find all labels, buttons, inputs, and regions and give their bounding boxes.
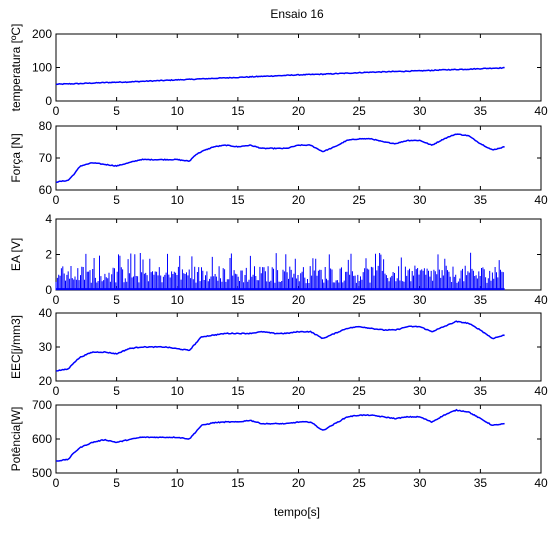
y-tick-label: 0 (45, 283, 52, 297)
subplot-5: 0 5 10 15 20 25 30 35 40 500 600 700 Potência[W] (9, 398, 548, 490)
subplot-2: 0 5 10 15 20 25 30 35 40 60 70 80 Força [N] (9, 119, 548, 207)
series-line (56, 408, 505, 462)
x-tick-label: 25 (352, 104, 366, 118)
x-tick-label: 40 (534, 476, 548, 490)
y-axis-label: EA [V] (9, 238, 23, 271)
x-tick-label: 20 (292, 384, 306, 398)
x-tick-label: 35 (474, 193, 488, 207)
x-tick-label: 5 (113, 193, 120, 207)
y-tick-label: 40 (39, 306, 53, 320)
x-tick-label: 20 (292, 193, 306, 207)
series-line (56, 133, 505, 183)
x-tick-label: 40 (534, 293, 548, 307)
y-axis-label: temperatura [ºC] (9, 24, 23, 112)
y-tick-label: 500 (32, 466, 52, 480)
x-tick-label: 5 (113, 476, 120, 490)
x-tick-label: 10 (171, 193, 185, 207)
y-tick-label: 2 (45, 248, 52, 262)
y-tick-label: 80 (39, 119, 53, 133)
x-axis-label: tempo[s] (274, 505, 320, 519)
x-tick-label: 10 (171, 104, 185, 118)
x-tick-label: 15 (231, 104, 245, 118)
subplot-4: 0 5 10 15 20 25 30 35 40 20 30 40 EEC[j/mm3] (9, 306, 548, 398)
signal-spikes (55, 252, 504, 290)
x-tick-label: 30 (413, 193, 427, 207)
x-tick-label: 15 (231, 384, 245, 398)
x-tick-label: 0 (53, 193, 60, 207)
y-tick-label: 0 (45, 94, 52, 108)
x-tick-label: 0 (53, 476, 60, 490)
x-tick-label: 20 (292, 104, 306, 118)
x-tick-label: 25 (352, 293, 366, 307)
y-tick-label: 20 (39, 374, 53, 388)
x-tick-label: 30 (413, 104, 427, 118)
series-line (55, 66, 505, 86)
x-tick-label: 5 (113, 104, 120, 118)
x-tick-label: 30 (413, 293, 427, 307)
y-tick-label: 100 (32, 61, 52, 75)
axes-box (55, 33, 542, 102)
x-tick-label: 5 (113, 384, 120, 398)
y-tick-label: 30 (39, 340, 53, 354)
y-axis-label: Potência[W] (9, 407, 23, 472)
x-tick-label: 10 (171, 293, 185, 307)
x-tick-label: 20 (292, 293, 306, 307)
x-tick-label: 40 (534, 384, 548, 398)
x-tick-label: 30 (413, 476, 427, 490)
x-tick-label: 35 (474, 293, 488, 307)
y-tick-label: 600 (32, 432, 52, 446)
x-tick-label: 30 (413, 384, 427, 398)
x-tick-label: 10 (171, 384, 185, 398)
y-tick-label: 60 (39, 183, 53, 197)
x-tick-label: 20 (292, 476, 306, 490)
x-tick-label: 15 (231, 293, 245, 307)
series-line (55, 320, 505, 372)
x-tick-label: 40 (534, 193, 548, 207)
y-tick-label: 700 (32, 398, 52, 412)
x-tick-label: 15 (231, 476, 245, 490)
x-tick-label: 35 (474, 384, 488, 398)
x-tick-label: 35 (474, 476, 488, 490)
x-tick-label: 35 (474, 104, 488, 118)
x-tick-label: 0 (53, 384, 60, 398)
x-tick-label: 40 (534, 104, 548, 118)
x-tick-label: 25 (352, 476, 366, 490)
x-tick-label: 25 (352, 193, 366, 207)
y-tick-label: 4 (45, 212, 52, 226)
x-tick-label: 25 (352, 384, 366, 398)
subplot-3: 0 5 10 15 20 25 30 35 40 0 2 4 EA [V] (9, 212, 548, 307)
x-tick-label: 0 (53, 104, 60, 118)
y-axis-label: EEC[j/mm3] (9, 315, 23, 379)
figure-title: Ensaio 16 (270, 7, 324, 21)
y-axis-label: Força [N] (9, 133, 23, 182)
x-tick-label: 0 (53, 293, 60, 307)
y-tick-label: 70 (39, 151, 53, 165)
y-tick-label: 200 (32, 27, 52, 41)
x-tick-label: 10 (171, 476, 185, 490)
x-tick-label: 15 (231, 193, 245, 207)
subplot-1: 0 5 10 15 20 25 30 35 40 0 100 200 temperatura [ºC] (9, 24, 548, 118)
x-tick-label: 5 (113, 293, 120, 307)
